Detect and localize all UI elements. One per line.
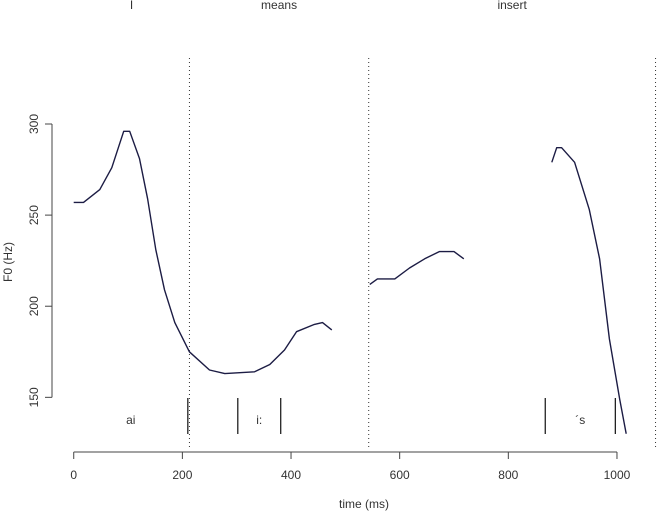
segment-label: ´s — [575, 413, 585, 427]
x-tick-label: 800 — [498, 468, 518, 482]
x-tick-label: 1000 — [604, 468, 631, 482]
x-tick-label: 600 — [390, 468, 410, 482]
y-axis-label: F0 (Hz) — [1, 242, 15, 282]
x-tick-label: 0 — [70, 468, 77, 482]
y-tick-label: 250 — [27, 205, 41, 225]
y-tick-label: 200 — [27, 296, 41, 316]
x-axis-label: time (ms) — [339, 497, 389, 511]
word-label: insert — [497, 0, 527, 12]
y-tick-label: 150 — [27, 387, 41, 407]
x-tick-label: 200 — [172, 468, 192, 482]
x-tick-label: 400 — [281, 468, 301, 482]
word-label: means — [261, 0, 297, 12]
segment-label: ai — [126, 413, 135, 427]
segment-label: i: — [256, 413, 262, 427]
word-label: I — [130, 0, 133, 12]
y-tick-label: 300 — [27, 114, 41, 134]
f0-line — [73, 130, 627, 434]
